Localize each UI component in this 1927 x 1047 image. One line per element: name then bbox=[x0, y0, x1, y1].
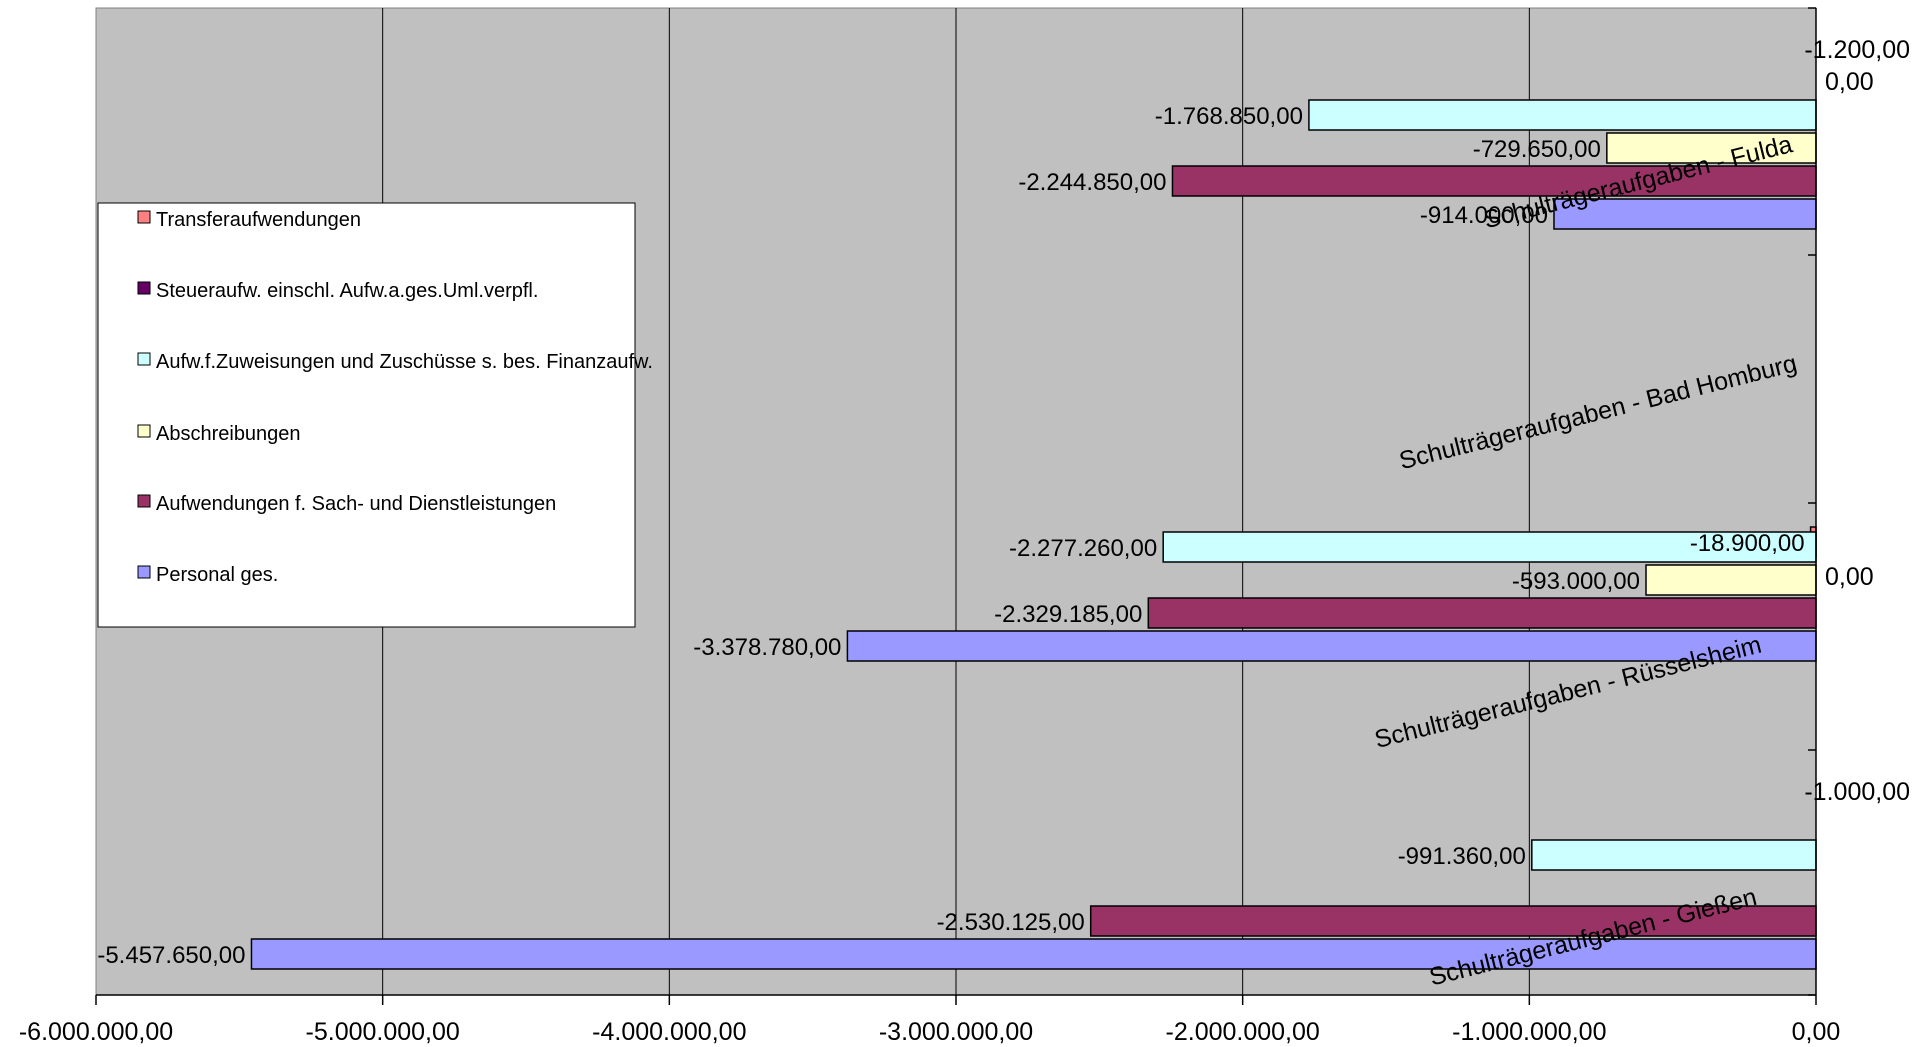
legend-swatch bbox=[137, 210, 151, 224]
legend-label: Transferaufwendungen bbox=[156, 209, 361, 231]
data-label: -2.530.125,00 bbox=[937, 909, 1085, 936]
data-labels: -1.768.850,00 -729.650,00 -2.244.850,00 -91… bbox=[97, 103, 1804, 969]
data-label: -1.768.850,00 bbox=[1155, 103, 1303, 130]
bar-abschreibungen bbox=[1645, 564, 1817, 596]
legend-label: Aufw.f.Zuweisungen und Zuschüsse s. bes.… bbox=[156, 351, 653, 373]
legend-label: Aufwendungen f. Sach- und Dienstleistung… bbox=[156, 493, 556, 515]
x-tick-label: -5.000.000,00 bbox=[306, 1018, 460, 1046]
data-label: -729.650,00 bbox=[1473, 136, 1601, 163]
legend-swatch bbox=[137, 352, 151, 366]
legend-swatch bbox=[137, 494, 151, 508]
x-tick-label: 0,00 bbox=[1792, 1018, 1841, 1046]
bar-zuweisungen bbox=[1531, 839, 1817, 871]
annotation-label: 0,00 bbox=[1825, 563, 1874, 591]
legend-label: Abschreibungen bbox=[156, 423, 301, 445]
legend-label: Personal ges. bbox=[156, 564, 278, 586]
x-tick-label: -6.000.000,00 bbox=[19, 1018, 173, 1046]
legend-swatch bbox=[137, 281, 151, 295]
legend-box bbox=[97, 202, 636, 628]
data-label: -2.277.260,00 bbox=[1009, 535, 1157, 562]
data-label: -593.000,00 bbox=[1512, 568, 1640, 595]
data-label: -2.244.850,00 bbox=[1018, 169, 1166, 196]
right-side-annotations: -1.200,00 0,00 0,00 -1.000,00 bbox=[1804, 36, 1910, 806]
legend-swatch bbox=[137, 424, 151, 438]
data-label: -2.329.185,00 bbox=[994, 601, 1142, 628]
legend: Transferaufwendungen Steueraufw. einschl.… bbox=[97, 202, 653, 628]
axes bbox=[95, 7, 1817, 1005]
annotation-label: 0,00 bbox=[1825, 68, 1874, 96]
bar-personal bbox=[250, 938, 1817, 970]
bars bbox=[250, 99, 1817, 970]
x-tick-label: -4.000.000,00 bbox=[592, 1018, 746, 1046]
bar-abschreibungen bbox=[1606, 132, 1817, 164]
data-label: -914.000,00 bbox=[1420, 202, 1548, 229]
data-label: -5.457.650,00 bbox=[97, 942, 245, 969]
bar-sach bbox=[1147, 597, 1817, 629]
bar-zuweisungen bbox=[1308, 99, 1817, 131]
x-tick-label: -2.000.000,00 bbox=[1166, 1018, 1320, 1046]
x-tick-label: -3.000.000,00 bbox=[879, 1018, 1033, 1046]
data-label: -3.378.780,00 bbox=[693, 634, 841, 661]
data-label: -18.900,00 bbox=[1690, 530, 1805, 557]
legend-swatch bbox=[137, 565, 151, 579]
x-tick-labels: -6.000.000,00 -5.000.000,00 -4.000.000,00 -… bbox=[19, 1018, 1840, 1046]
annotation-label: -1.200,00 bbox=[1804, 36, 1910, 64]
x-tick-label: -1.000.000,00 bbox=[1452, 1018, 1606, 1046]
annotation-label: -1.000,00 bbox=[1804, 778, 1910, 806]
bar-zuweisungen bbox=[1162, 531, 1817, 563]
bar-personal bbox=[1553, 198, 1817, 230]
legend-label: Steueraufw. einschl. Aufw.a.ges.Uml.verp… bbox=[156, 280, 538, 302]
data-label: -991.360,00 bbox=[1398, 843, 1526, 870]
